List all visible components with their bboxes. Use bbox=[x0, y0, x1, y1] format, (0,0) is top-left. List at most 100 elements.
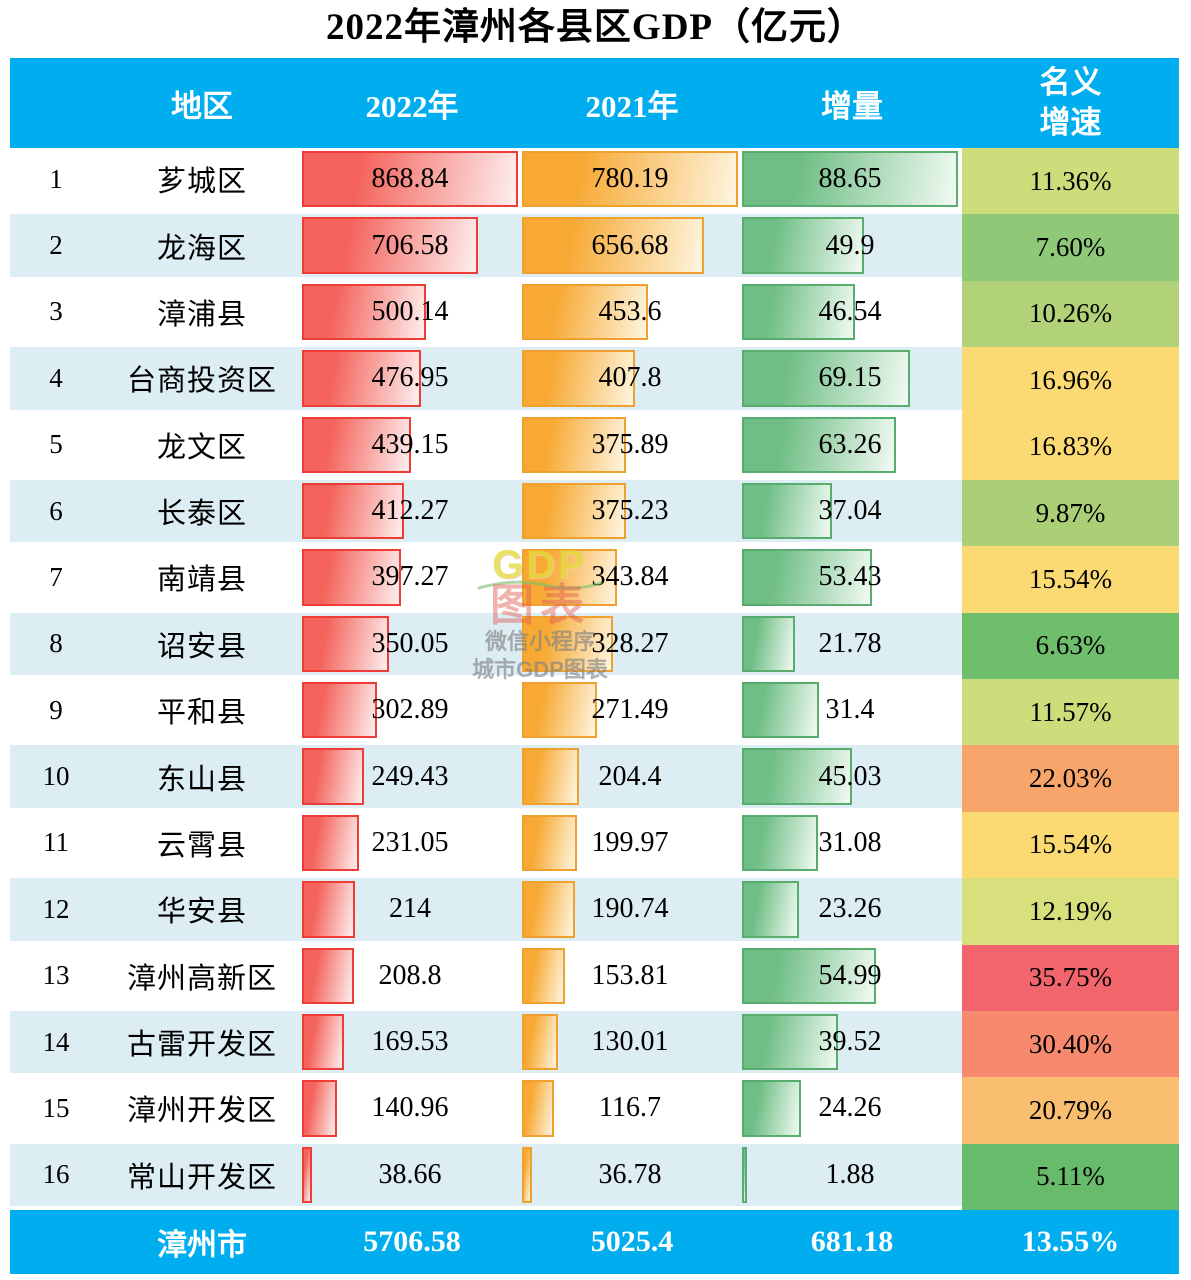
gdp-2022-cell: 38.66 bbox=[302, 1144, 522, 1206]
gdp-2021-value: 153.81 bbox=[591, 959, 669, 991]
delta-bar bbox=[742, 350, 911, 407]
gdp-2021-cell: 343.84 bbox=[522, 546, 742, 608]
region-cell: 古雷开发区 bbox=[126, 1029, 277, 1062]
delta-value: 54.99 bbox=[818, 959, 882, 991]
gdp-2021-value: 199.97 bbox=[591, 826, 669, 858]
gdp-2022-bar bbox=[302, 151, 518, 208]
gdp-2021-value: 780.19 bbox=[591, 163, 669, 195]
footer-2021-total: 5025.4 bbox=[590, 1225, 674, 1258]
gdp-2022-cell: 231.05 bbox=[302, 812, 522, 874]
gdp-2022-bar bbox=[302, 217, 478, 274]
region-cell: 常山开发区 bbox=[126, 1161, 277, 1194]
gdp-2022-value: 140.96 bbox=[371, 1092, 449, 1124]
table-row: 11 云霄县 231.05 199.97 31.08 15.54% bbox=[10, 811, 1179, 879]
rank-cell: 13 bbox=[42, 960, 70, 991]
growth-cell: 15.54% bbox=[962, 811, 1179, 879]
region-cell: 诏安县 bbox=[156, 630, 247, 663]
gdp-2021-value: 116.7 bbox=[599, 1092, 661, 1124]
footer-rank-spacer bbox=[10, 1210, 102, 1274]
table-row: 7 南靖县 397.27 343.84 53.43 15.54% bbox=[10, 546, 1179, 613]
delta-cell: 21.78 bbox=[742, 613, 962, 675]
footer-growth-total: 13.55% bbox=[1021, 1225, 1120, 1258]
gdp-table: 地区 2022年 2021年 增量 名义 增速 1 芗城区 868.84 780… bbox=[10, 58, 1179, 1274]
rank-cell: 14 bbox=[42, 1026, 70, 1057]
gdp-2022-cell: 214 bbox=[302, 878, 522, 940]
table-row: 4 台商投资区 476.95 407.8 69.15 16.96% bbox=[10, 347, 1179, 414]
gdp-2021-bar bbox=[522, 283, 648, 341]
delta-cell: 45.03 bbox=[742, 745, 962, 807]
row-main: 16 常山开发区 38.66 36.78 1.88 bbox=[10, 1143, 962, 1210]
gdp-2021-value: 375.89 bbox=[591, 428, 669, 460]
region-cell: 云霄县 bbox=[156, 829, 247, 862]
region-cell: 东山县 bbox=[156, 763, 247, 796]
region-cell: 平和县 bbox=[156, 697, 247, 730]
growth-cell: 15.54% bbox=[962, 546, 1179, 613]
header-region: 地区 bbox=[171, 88, 233, 124]
rank-cell: 8 bbox=[49, 628, 63, 659]
gdp-2022-cell: 412.27 bbox=[302, 480, 522, 542]
delta-cell: 24.26 bbox=[742, 1077, 962, 1139]
gdp-2022-cell: 350.05 bbox=[302, 613, 522, 675]
gdp-2022-bar bbox=[302, 682, 378, 739]
growth-cell: 10.26% bbox=[962, 280, 1179, 348]
region-cell: 长泰区 bbox=[156, 498, 247, 531]
region-cell: 芗城区 bbox=[156, 166, 247, 199]
delta-bar bbox=[742, 416, 897, 473]
gdp-2022-value: 214 bbox=[389, 893, 431, 925]
region-cell: 华安县 bbox=[156, 896, 247, 929]
footer-2022-total: 5706.58 bbox=[363, 1225, 461, 1258]
row-main: 9 平和县 302.89 271.49 31.4 bbox=[10, 679, 962, 746]
growth-cell: 9.87% bbox=[962, 479, 1179, 547]
growth-cell: 5.11% bbox=[962, 1143, 1179, 1210]
row-main: 2 龙海区 706.58 656.68 49.9 bbox=[10, 214, 962, 281]
gdp-2021-value: 190.74 bbox=[591, 893, 669, 925]
gdp-2021-cell: 375.23 bbox=[522, 480, 742, 542]
delta-cell: 23.26 bbox=[742, 878, 962, 940]
gdp-2021-bar bbox=[522, 748, 579, 805]
gdp-2022-value: 439.15 bbox=[371, 428, 449, 460]
delta-cell: 37.04 bbox=[742, 480, 962, 542]
gdp-2021-cell: 328.27 bbox=[522, 613, 742, 675]
rank-cell: 6 bbox=[49, 495, 63, 526]
gdp-2021-value: 271.49 bbox=[591, 694, 669, 726]
gdp-2022-bar bbox=[302, 947, 354, 1004]
gdp-2021-bar bbox=[522, 615, 613, 672]
rank-cell: 15 bbox=[42, 1092, 70, 1123]
footer-delta-total: 681.18 bbox=[810, 1225, 894, 1258]
table-row: 10 东山县 249.43 204.4 45.03 22.03% bbox=[10, 745, 1179, 812]
gdp-2022-value: 302.89 bbox=[371, 694, 449, 726]
delta-value: 45.03 bbox=[818, 760, 882, 792]
region-cell: 漳州开发区 bbox=[126, 1095, 277, 1128]
gdp-2021-cell: 780.19 bbox=[522, 148, 742, 210]
growth-cell: 20.79% bbox=[962, 1077, 1179, 1144]
delta-bar bbox=[742, 881, 799, 938]
gdp-2021-cell: 36.78 bbox=[522, 1144, 742, 1206]
gdp-2022-value: 397.27 bbox=[371, 561, 449, 593]
delta-bar bbox=[742, 1080, 802, 1137]
delta-cell: 54.99 bbox=[742, 945, 962, 1007]
gdp-2022-bar bbox=[302, 416, 412, 473]
rank-cell: 16 bbox=[42, 1159, 70, 1190]
gdp-2021-bar bbox=[522, 151, 738, 208]
gdp-2021-value: 36.78 bbox=[598, 1158, 662, 1190]
gdp-2022-bar bbox=[302, 1146, 312, 1203]
gdp-2022-bar bbox=[302, 283, 427, 341]
gdp-2022-value: 208.8 bbox=[378, 959, 442, 991]
delta-value: 1.88 bbox=[825, 1158, 875, 1190]
region-cell: 南靖县 bbox=[156, 564, 247, 597]
gdp-2021-cell: 453.6 bbox=[522, 281, 742, 343]
gdp-2022-bar bbox=[302, 350, 421, 407]
table-row: 16 常山开发区 38.66 36.78 1.88 5.11% bbox=[10, 1143, 1179, 1210]
delta-value: 46.54 bbox=[818, 295, 882, 327]
gdp-2021-bar bbox=[522, 482, 626, 540]
growth-cell: 7.60% bbox=[962, 214, 1179, 281]
delta-cell: 1.88 bbox=[742, 1144, 962, 1206]
rank-cell: 2 bbox=[49, 230, 63, 261]
gdp-2021-bar bbox=[522, 1080, 555, 1137]
page-title: 2022年漳州各县区GDP（亿元） bbox=[325, 7, 866, 48]
growth-cell: 22.03% bbox=[962, 745, 1179, 812]
gdp-2022-value: 412.27 bbox=[371, 495, 449, 527]
rank-cell: 10 bbox=[42, 761, 70, 792]
gdp-2021-value: 656.68 bbox=[591, 229, 669, 261]
table-row: 13 漳州高新区 208.8 153.81 54.99 35.75% bbox=[10, 944, 1179, 1011]
